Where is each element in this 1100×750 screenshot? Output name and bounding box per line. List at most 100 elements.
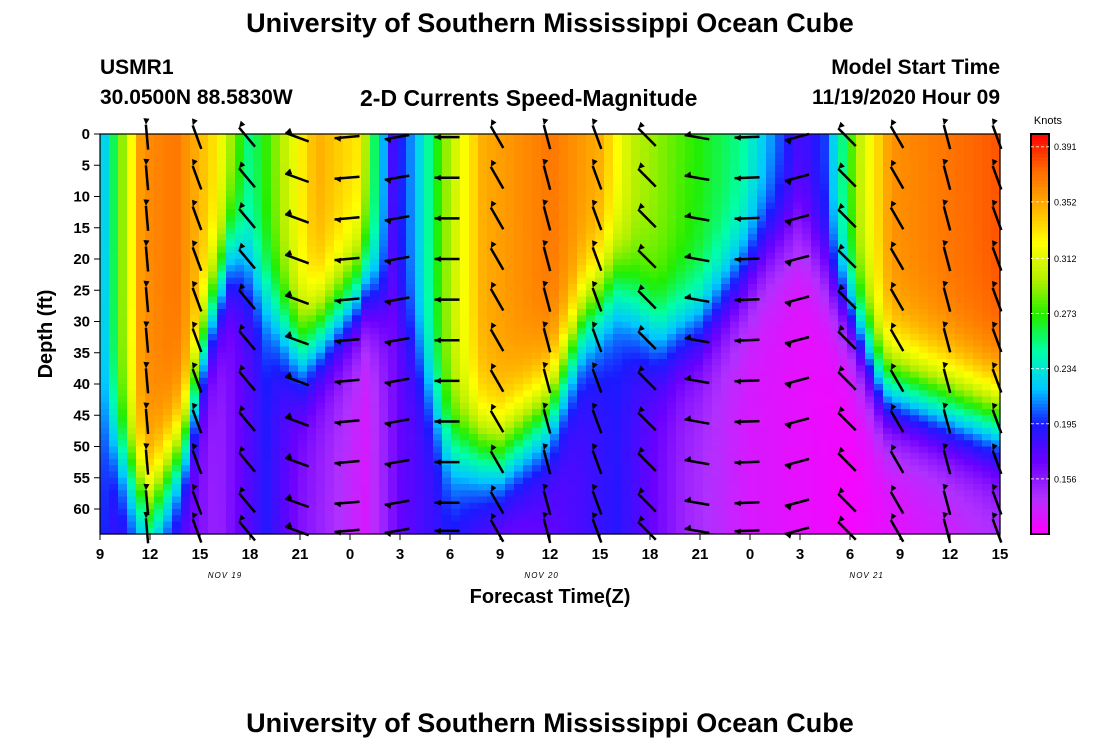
current-arrow [837, 162, 857, 188]
x-tick-label: 0 [346, 546, 354, 563]
current-arrow [837, 515, 857, 541]
current-arrow [143, 402, 150, 435]
colorbar-tick-label: 0.156 [1054, 474, 1077, 484]
current-arrow [637, 162, 657, 188]
current-arrow [434, 215, 460, 222]
x-tick-label: 9 [496, 546, 504, 563]
current-arrow [591, 443, 603, 475]
current-arrow [334, 459, 360, 467]
current-arrow [334, 500, 360, 508]
current-arrow [684, 252, 710, 263]
current-arrow [684, 455, 710, 466]
y-tick-label: 20 [73, 251, 90, 268]
current-arrow [684, 524, 710, 535]
current-arrow [238, 323, 256, 351]
current-arrow [542, 158, 552, 191]
time-axis-ticks: 9 12 15 18 21 0 3 6 9 12 15 18 21 0 3 6 9 12 15 [96, 534, 1008, 563]
current-arrow [489, 281, 505, 312]
current-arrow [889, 363, 905, 393]
current-arrow [191, 199, 203, 231]
colorbar-tick-label: 0.195 [1054, 419, 1077, 429]
current-arrow [837, 243, 857, 269]
current-arrow [334, 419, 360, 427]
current-arrow [384, 296, 410, 306]
current-arrow [542, 443, 552, 475]
y-tick-label: 10 [73, 189, 90, 206]
x-tick-label: 18 [642, 546, 659, 563]
current-arrow [143, 240, 150, 272]
current-arrow [284, 493, 310, 509]
current-arrow [889, 241, 905, 271]
current-arrow [591, 280, 603, 312]
x-tick-label: 21 [292, 546, 309, 563]
current-arrow [637, 365, 657, 391]
y-tick-label: 40 [73, 376, 90, 393]
current-arrow [384, 418, 410, 428]
current-arrow [238, 242, 256, 270]
current-arrow [489, 200, 505, 230]
current-arrow [143, 483, 150, 516]
current-arrow [434, 256, 460, 262]
current-arrow [542, 511, 552, 544]
colorbar-tick-label: 0.312 [1054, 254, 1077, 264]
current-arrow [191, 240, 203, 272]
current-arrow [434, 174, 460, 181]
current-arrow [837, 487, 857, 513]
current-arrow [837, 284, 857, 310]
current-arrow [591, 240, 603, 272]
current-arrow [942, 443, 952, 475]
chart-subtitle: 2-D Currents Speed-Magnitude [360, 85, 698, 111]
y-tick-label: 35 [73, 345, 90, 362]
current-arrow [684, 374, 710, 385]
current-arrow [284, 249, 310, 265]
current-arrow [384, 336, 410, 347]
current-arrow [334, 256, 360, 264]
current-arrow [384, 214, 410, 225]
current-arrow [784, 254, 810, 267]
x-tick-label: 15 [592, 546, 609, 563]
current-arrow [191, 321, 203, 353]
current-arrow [684, 212, 710, 222]
current-arrow [637, 487, 657, 513]
current-arrow [837, 121, 857, 147]
current-arrow [942, 511, 952, 544]
y-tick-label: 60 [73, 501, 90, 518]
current-arrow [238, 161, 256, 189]
current-arrow [542, 199, 552, 231]
current-arrow [542, 402, 552, 434]
current-arrow [542, 361, 552, 394]
current-arrow [542, 483, 552, 516]
y-tick-label: 15 [73, 220, 90, 237]
current-arrow [637, 406, 657, 432]
current-arrow [942, 118, 952, 150]
current-arrow [489, 119, 505, 149]
current-arrow [734, 528, 760, 535]
current-arrow [384, 499, 410, 509]
current-arrow [734, 459, 760, 466]
current-arrow [889, 200, 905, 230]
current-arrow [238, 202, 256, 229]
current-arrow [637, 284, 657, 310]
current-arrow [191, 159, 203, 190]
current-arrow [384, 174, 410, 184]
current-arrow [684, 171, 710, 182]
current-arrow [542, 280, 552, 313]
x-tick-label: 9 [96, 546, 104, 563]
current-arrow [384, 458, 410, 469]
current-arrow [591, 159, 603, 190]
current-arrow [284, 331, 310, 346]
current-arrow [434, 337, 460, 344]
current-arrow [784, 417, 810, 430]
current-arrow [734, 134, 760, 141]
colorbar: 0.156 0.195 0.234 0.273 0.312 0.352 0.391 [1030, 133, 1077, 535]
current-arrow [684, 496, 710, 507]
date-label: NOV 20 [524, 571, 558, 580]
current-arrow [334, 175, 360, 183]
current-arrow [889, 484, 905, 515]
current-arrow [784, 132, 810, 145]
x-tick-label: 6 [446, 546, 454, 563]
colorbar-tick-label: 0.352 [1054, 197, 1077, 207]
current-arrow [143, 280, 150, 313]
current-arrow [734, 216, 760, 223]
current-arrow [889, 403, 905, 433]
